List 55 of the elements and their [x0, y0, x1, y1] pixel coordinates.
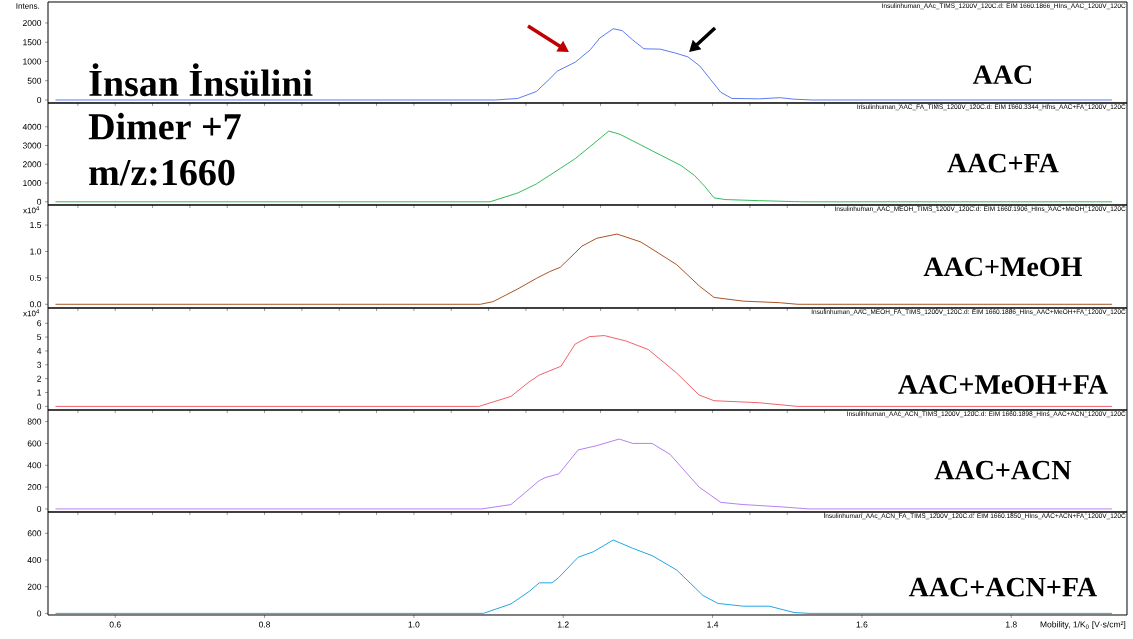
y-axis-title: Intens. — [16, 3, 40, 9]
annotation: İnsan İnsülini — [89, 63, 313, 97]
x-tick-label: 1.8 — [1005, 621, 1017, 628]
y-tick-label: 2000 — [22, 161, 42, 168]
y-tick-label: 400 — [27, 557, 42, 564]
y-tick-label: 0 — [37, 505, 42, 512]
x-tick-label: 1.4 — [707, 621, 719, 628]
y-tick-label: 600 — [27, 530, 42, 537]
y-tick-label: 500 — [27, 77, 42, 84]
y-tick-label: 200 — [27, 484, 42, 491]
y-tick-label: 3 — [37, 361, 42, 368]
annotation: AAC+ACN+FA — [908, 577, 1097, 597]
y-axis-title: x10$^{4}$ — [23, 206, 40, 214]
y-tick-label: 0 — [37, 96, 42, 103]
y-tick-label: 6 — [37, 320, 42, 327]
line-series — [55, 335, 1113, 407]
y-tick-label: 1.0 — [30, 248, 42, 255]
annotation: AAC+MeOH — [923, 257, 1082, 277]
y-tick-label: 4 — [36, 348, 42, 354]
y-tick-label: 0.0 — [29, 301, 42, 308]
annotation: AAC+FA — [947, 153, 1059, 173]
annotation: AAC+ACN — [934, 460, 1072, 480]
y-tick-label: 2000 — [22, 19, 42, 26]
y-axis-title: x10$^{4}$ — [23, 309, 40, 317]
y-tick-label: 3000 — [22, 142, 42, 149]
annotation: AAC — [972, 65, 1032, 85]
line-series — [55, 233, 1113, 305]
y-tick-label: 400 — [27, 462, 42, 469]
y-tick-label: 1.5 — [30, 222, 42, 229]
y-tick-label: 1000 — [23, 58, 42, 65]
y-tick-label: 1000 — [23, 180, 42, 187]
y-tick-label: 4000 — [22, 123, 42, 130]
line-series — [55, 438, 1113, 510]
y-tick-label: 0 — [37, 198, 42, 205]
annotation: m/z:1660 — [89, 159, 235, 186]
x-tick-label: 0.8 — [258, 621, 271, 628]
x-tick-label: 1.2 — [557, 621, 569, 628]
x-axis-title: Mobility, 1/K$_{0}$ [V·s/cm²] — [1040, 621, 1126, 630]
y-tick-label: 0 — [37, 403, 42, 410]
x-tick-label: 1.0 — [408, 621, 420, 628]
y-tick-label: 1 — [37, 389, 42, 396]
y-tick-label: 0.5 — [29, 274, 42, 281]
annotation: Dimer +7 — [88, 112, 241, 140]
y-tick-label: 600 — [27, 440, 42, 447]
x-tick-label: 1.6 — [856, 621, 868, 628]
y-tick-label: 2 — [37, 375, 42, 382]
x-tick-label: 0.6 — [109, 621, 121, 628]
annotation: AAC+MeOH+FA — [898, 375, 1108, 394]
y-tick-label: 0 — [37, 610, 42, 617]
y-tick-label: 800 — [27, 418, 42, 425]
y-tick-label: 200 — [27, 583, 42, 590]
y-tick-label: 5 — [37, 334, 42, 341]
y-tick-label: 1500 — [23, 39, 42, 46]
line-series — [55, 539, 1113, 614]
line-series — [55, 28, 1113, 101]
